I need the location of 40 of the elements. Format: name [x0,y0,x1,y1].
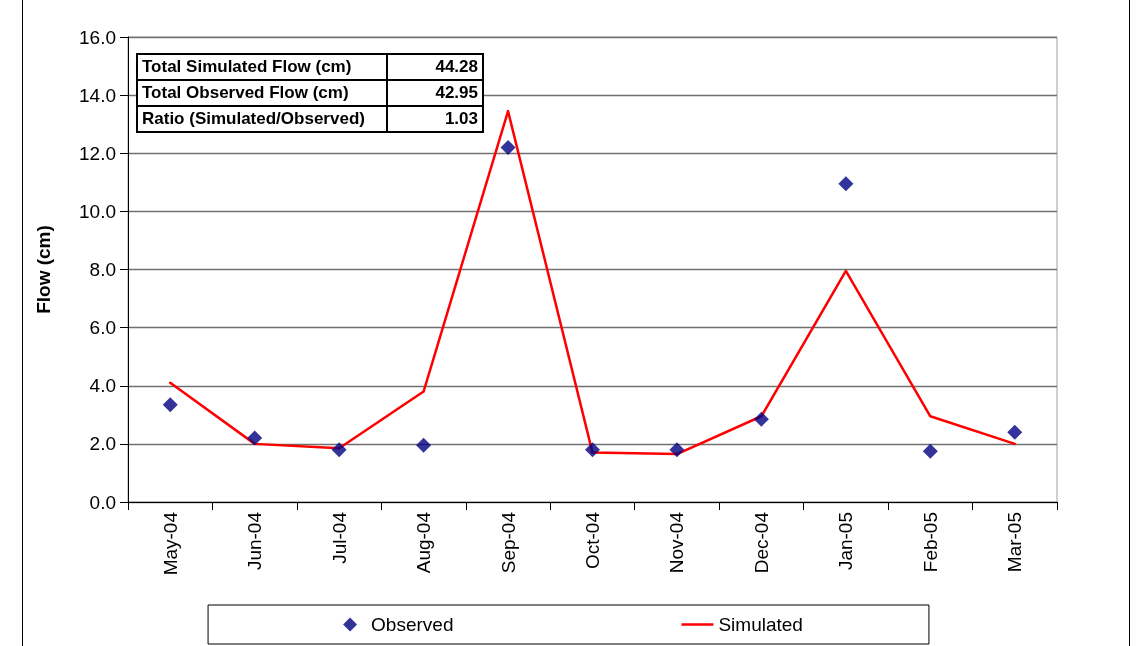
legend-label: Observed [371,614,454,635]
point [585,442,600,458]
x-tick-label: Aug-04 [413,511,435,574]
point [162,397,178,413]
point [669,442,685,458]
annotation: Ratio (Simulated/Observed) [137,106,387,132]
x-tick-label: May-04 [159,511,181,576]
x-tick-label: Feb-05 [919,512,941,573]
annotation: Total Simulated Flow (cm) [137,54,387,80]
x-tick-label: Nov-04 [666,511,688,574]
x-tick-label: Sep-04 [497,511,519,574]
point [922,443,938,459]
y-tick-label: 16.0 [79,26,116,48]
point [416,437,432,453]
point [838,176,854,192]
y-tick-label: 4.0 [89,375,116,397]
y-tick-label: 6.0 [89,317,116,339]
x-tick-label: Jul-04 [328,511,350,564]
x-tick-label: Mar-05 [1004,512,1026,573]
annotation: 44.28 [387,54,483,80]
y-tick-label: 2.0 [89,433,116,455]
y-tick-label: 8.0 [89,259,116,280]
legend-label: Simulated [718,614,803,635]
y-tick-label: 10.0 [79,200,116,222]
x-tick-label: Oct-04 [582,511,603,570]
annotation: Total Observed Flow (cm) [137,80,387,106]
y-tick-label: 0.0 [89,491,116,513]
x-tick-label: Jun-04 [244,511,266,571]
point [331,442,347,458]
x-tick-label: Dec-04 [750,511,772,574]
point [1007,424,1023,440]
y-axis-title: Flow (cm) [33,225,54,314]
annotation: 1.03 [387,106,483,132]
point [753,411,769,427]
point [500,139,516,155]
y-tick-label: 14.0 [79,84,116,106]
x-tick-label: Jan-05 [835,512,857,571]
point [247,430,263,446]
annotation: 42.95 [387,80,483,106]
y-tick-label: 12.0 [79,142,116,164]
